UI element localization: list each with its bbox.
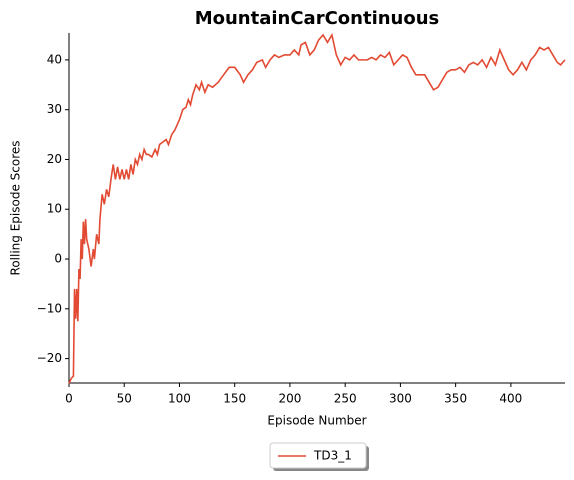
x-tick-label: 400 <box>499 392 522 406</box>
x-tick-label: 50 <box>117 392 132 406</box>
y-tick-label: 10 <box>47 202 62 216</box>
x-tick-label: 250 <box>334 392 357 406</box>
x-tick-label: 300 <box>389 392 412 406</box>
y-tick-label: 0 <box>54 252 62 266</box>
x-tick-label: 150 <box>223 392 246 406</box>
y-tick-label: −20 <box>37 351 62 365</box>
y-tick-label: 40 <box>47 52 62 66</box>
x-tick-label: 200 <box>278 392 301 406</box>
chart-title: MountainCarContinuous <box>195 8 440 29</box>
legend <box>269 442 367 469</box>
y-tick-label: 30 <box>47 102 62 116</box>
x-axis-label: Episode Number <box>267 414 366 428</box>
series-line <box>68 32 566 384</box>
x-tick-label: 350 <box>444 392 467 406</box>
x-tick-label: 0 <box>65 392 73 406</box>
legend-label: TD3_1 <box>313 449 352 463</box>
x-tick-label: 100 <box>168 392 191 406</box>
y-axis-label: Rolling Episode Scores <box>9 141 23 276</box>
y-tick-label: −10 <box>37 301 62 315</box>
y-tick-label: 20 <box>47 152 62 166</box>
